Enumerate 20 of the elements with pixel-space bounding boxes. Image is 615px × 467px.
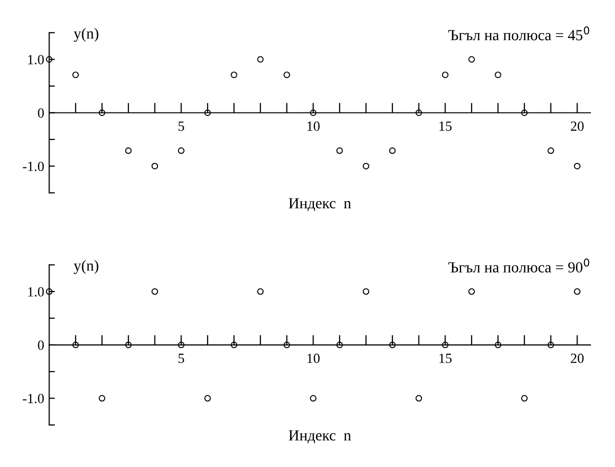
x-tick-label: 10 [307, 121, 320, 131]
y-tick-label: 1.0 [28, 287, 44, 297]
y-tick-label: -1.0 [22, 394, 44, 404]
chart-title: Ъгъл на полюса = 90$^{0}$ [448, 258, 590, 272]
x-tick-label: 15 [439, 122, 452, 131]
chart-title: Ъгъл на полюса = 45$^{0}$ [448, 26, 590, 40]
x-tick-label: 5 [178, 122, 184, 131]
y-tick-label: -1.0 [22, 162, 44, 172]
y-tick-label: 0 [38, 340, 44, 350]
x-tick-label: 5 [178, 354, 184, 364]
x-tick-label: 15 [439, 354, 452, 364]
y-tick-label: 0 [38, 108, 44, 118]
x-axis-title: Индекс n [288, 198, 351, 212]
y-axis-title: y(n) [74, 28, 98, 42]
x-tick-label: 20 [570, 354, 584, 364]
y-axis-title: y(n) [74, 260, 98, 274]
x-tick-label: 10 [307, 354, 320, 364]
x-axis-title: Индекс n [288, 430, 351, 444]
y-tick-label: 1.0 [28, 54, 44, 64]
x-tick-label: 20 [570, 121, 584, 131]
